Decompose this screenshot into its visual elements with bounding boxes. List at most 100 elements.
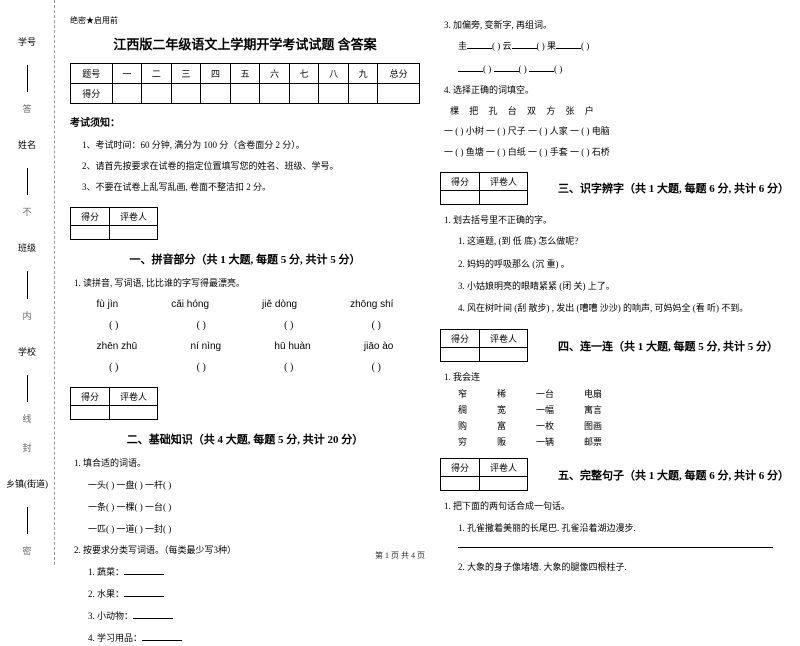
blank[interactable] xyxy=(556,39,581,49)
score-box: 得分评卷人 xyxy=(70,387,158,420)
blank[interactable] xyxy=(133,609,173,619)
question-text: 3. 加偏旁, 变新字, 再组词。 xyxy=(444,18,790,32)
cell: 得分 xyxy=(441,330,480,348)
paren[interactable]: ( ) xyxy=(109,362,118,373)
cell[interactable] xyxy=(480,348,528,362)
cell[interactable] xyxy=(319,84,349,104)
word: 电扇 xyxy=(584,387,602,400)
fill-label: 一杆( xyxy=(145,480,166,490)
notice-item: 2、请首先按要求在试卷的指定位置填写您的姓名、班级、学号。 xyxy=(82,159,420,172)
cell[interactable] xyxy=(201,84,231,104)
cell[interactable] xyxy=(289,84,319,104)
cell: 二 xyxy=(142,64,172,84)
cell[interactable] xyxy=(230,84,260,104)
item: 3. 小姑娘明亮的眼睛紧紧 (闭 关) 上了。 xyxy=(458,278,790,294)
cell[interactable] xyxy=(171,84,201,104)
item: 2. 大象的身子像堵墙. 大象的腿像四根柱子. xyxy=(458,559,790,575)
option-line: 棵 把 孔 台 双 方 张 户 xyxy=(450,104,790,117)
word: 窄 xyxy=(458,387,467,400)
blank[interactable] xyxy=(124,587,164,597)
answer-row: ( ) ( ) ( ) ( ) xyxy=(70,362,420,373)
char-row: ( ) ( ) ( ) xyxy=(458,61,790,77)
cell[interactable] xyxy=(110,226,158,240)
char: 云 xyxy=(503,41,512,51)
word: 寓言 xyxy=(584,403,602,416)
fill-line: 一 ( ) 小树 一 ( ) 尺子 一 ( ) 人家 一 ( ) 电脑 xyxy=(444,124,790,138)
cell: 评卷人 xyxy=(110,388,158,406)
paren[interactable]: ( ) xyxy=(372,320,381,331)
section-header: 得分评卷人 四、连一连（共 1 大题, 每题 5 分, 共计 5 分） xyxy=(440,329,790,362)
cell[interactable] xyxy=(112,84,142,104)
fill-label: 一匹( xyxy=(88,524,109,534)
paren[interactable]: ( ) xyxy=(284,362,293,373)
blank[interactable] xyxy=(467,39,492,49)
question-text: 1. 读拼音, 写词语, 比比谁的字写得最漂亮。 xyxy=(74,276,420,290)
fill-label: 一头( xyxy=(88,480,109,490)
cell[interactable] xyxy=(71,226,110,240)
binding-line xyxy=(27,375,28,402)
binding-label: 学号 xyxy=(18,35,36,48)
item: 1. 这道题, (到 低 底) 怎么做呢? xyxy=(458,233,790,249)
char: 果 xyxy=(547,41,556,51)
score-table: 题号 一 二 三 四 五 六 七 八 九 总分 得分 xyxy=(70,63,420,104)
cell: 题号 xyxy=(71,64,113,84)
cell[interactable] xyxy=(71,406,110,420)
cell: 八 xyxy=(319,64,349,84)
cell[interactable] xyxy=(110,406,158,420)
cell[interactable] xyxy=(260,84,290,104)
cell[interactable] xyxy=(441,477,480,491)
question-text: 1. 填合适的词语。 xyxy=(74,456,420,470)
word: 一辆 xyxy=(536,435,554,448)
table-row: 得分 xyxy=(71,84,420,104)
binding-mark: 答 xyxy=(22,102,31,115)
binding-mark: 不 xyxy=(22,205,31,218)
fill-row: 一匹( ) 一道( ) 一封( ) xyxy=(88,521,420,537)
word: 购 xyxy=(458,419,467,432)
score-box: 得分评卷人 xyxy=(440,458,528,491)
blank[interactable] xyxy=(458,62,483,72)
word: 宽 xyxy=(497,403,506,416)
cell[interactable] xyxy=(378,84,420,104)
pinyin: zhōng shí xyxy=(350,299,393,310)
word: 一幅 xyxy=(536,403,554,416)
cell[interactable] xyxy=(441,348,480,362)
cell[interactable] xyxy=(142,84,172,104)
blank[interactable] xyxy=(529,62,554,72)
paren[interactable]: ( ) xyxy=(109,320,118,331)
word: 一枚 xyxy=(536,419,554,432)
match-grid: 窄稠购穷 稀宽富贩 一台一幅一枚一辆 电扇寓言图画邮票 xyxy=(458,387,790,448)
match-col: 稀宽富贩 xyxy=(497,387,506,448)
paren[interactable]: ( ) xyxy=(197,362,206,373)
notice-item: 3、不要在试卷上乱写乱画, 卷面不整洁扣 2 分。 xyxy=(82,180,420,193)
binding-label: 班级 xyxy=(18,241,36,254)
paren[interactable]: ( ) xyxy=(372,362,381,373)
answer-row: ( ) ( ) ( ) ( ) xyxy=(70,320,420,331)
pinyin: fù jìn xyxy=(97,299,119,310)
section-header: 得分评卷人 xyxy=(70,207,420,240)
fill-label: 一封( xyxy=(145,524,166,534)
cell[interactable] xyxy=(480,190,528,204)
item: 1. 孔雀撒着美丽的长尾巴. 孔雀沿着湖边漫步. xyxy=(458,520,790,536)
paren[interactable]: ( ) xyxy=(197,320,206,331)
paren[interactable]: ( ) xyxy=(284,320,293,331)
question-text: 1. 把下面的两句话合成一句话。 xyxy=(444,499,790,513)
cell[interactable] xyxy=(480,477,528,491)
fill-row: 一头( ) 一盘( ) 一杆( ) xyxy=(88,477,420,493)
section-title: 五、完整句子（共 1 大题, 每题 6 分, 共计 6 分） xyxy=(558,467,789,483)
cell[interactable] xyxy=(441,190,480,204)
cell[interactable] xyxy=(348,84,378,104)
blank[interactable] xyxy=(124,565,164,575)
fill-label: 一台( xyxy=(145,502,166,512)
section-header: 得分评卷人 xyxy=(70,387,420,420)
answer-line[interactable] xyxy=(458,547,773,548)
binding-label: 姓名 xyxy=(18,138,36,151)
blank[interactable] xyxy=(512,39,537,49)
left-column: 绝密★启用前 江西版二年级语文上学期开学考试试题 含答案 题号 一 二 三 四 … xyxy=(70,15,420,560)
pinyin: ní nìng xyxy=(191,341,222,352)
blank[interactable] xyxy=(494,62,519,72)
blank[interactable] xyxy=(142,631,182,641)
question-text: 1. 我会连 xyxy=(444,370,790,384)
cell: 四 xyxy=(201,64,231,84)
char-row: 圭( ) 云( ) 果( ) xyxy=(458,38,790,54)
item: 2. 妈妈的呼吸那么 (沉 重) 。 xyxy=(458,256,790,272)
